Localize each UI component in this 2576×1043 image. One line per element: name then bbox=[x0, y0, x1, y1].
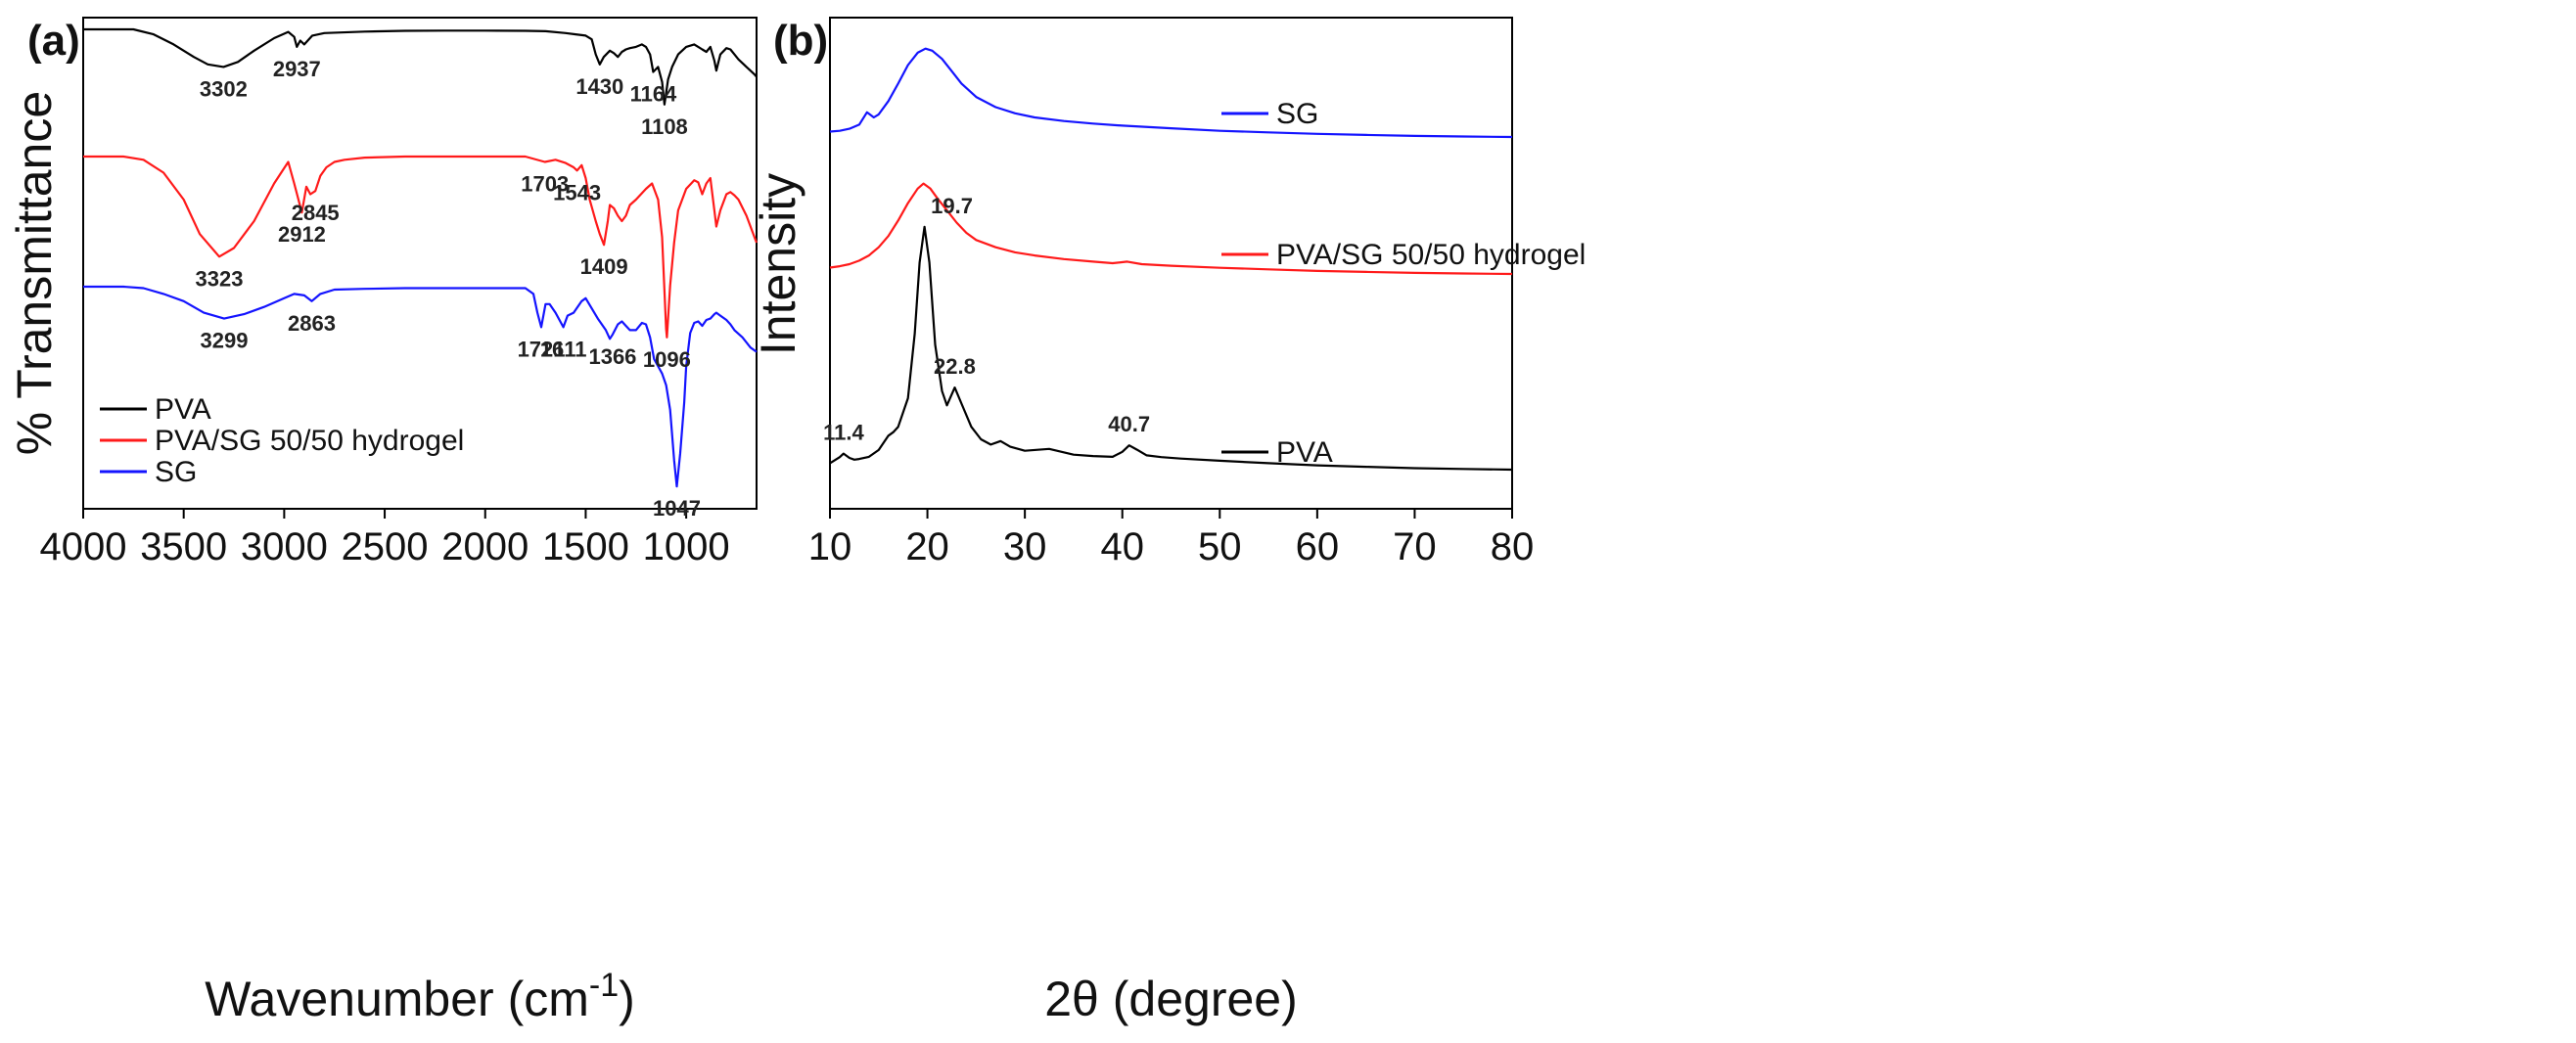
peak-label-a-3302: 3302 bbox=[200, 76, 248, 101]
series-line-b-sg bbox=[829, 47, 1513, 139]
peak-label-a-2912: 2912 bbox=[278, 222, 326, 247]
series-line-b-pva-sg-50-50-hydrogel bbox=[829, 182, 1513, 276]
x-tick-label-b-60: 60 bbox=[1296, 525, 1340, 568]
x-axis-title-a: Wavenumber (cm-1) bbox=[205, 967, 635, 1026]
plot-frame-a bbox=[82, 17, 758, 510]
panel-label-a: (a) bbox=[27, 17, 80, 65]
peak-label-a-3299: 3299 bbox=[200, 329, 248, 353]
peak-label-a-1164: 1164 bbox=[630, 82, 677, 107]
peak-label-a-1409: 1409 bbox=[580, 254, 628, 279]
x-tick-label-b-80: 80 bbox=[1491, 525, 1535, 568]
legend-label-a-pva-sg-50-50-hydrogel: PVA/SG 50/50 hydrogel bbox=[155, 425, 464, 457]
x-tick-label-a-3000: 3000 bbox=[241, 525, 328, 568]
x-tick-label-a-3500: 3500 bbox=[140, 525, 227, 568]
peak-label-a-2845: 2845 bbox=[292, 201, 340, 225]
plot-frame-b bbox=[829, 17, 1513, 510]
series-line-a-sg bbox=[83, 285, 758, 488]
x-tick-label-b-10: 10 bbox=[808, 525, 852, 568]
x-tick-label-a-2500: 2500 bbox=[342, 525, 429, 568]
peak-label-a-1543: 1543 bbox=[553, 180, 601, 204]
peak-label-a-1047: 1047 bbox=[653, 496, 701, 521]
peak-label-b-19.7: 19.7 bbox=[931, 194, 973, 218]
x-tick-label-b-40: 40 bbox=[1100, 525, 1144, 568]
legend-label-a-sg: SG bbox=[155, 456, 197, 488]
x-tick-label-b-20: 20 bbox=[905, 525, 949, 568]
peak-label-a-1108: 1108 bbox=[641, 114, 688, 139]
peak-label-a-3323: 3323 bbox=[196, 266, 244, 291]
peak-label-a-1703: 1703 bbox=[521, 172, 569, 197]
series-line-a-pva-sg-50-50-hydrogel bbox=[83, 155, 759, 339]
x-tick-label-b-30: 30 bbox=[1003, 525, 1047, 568]
legend-label-b-pva: PVA bbox=[1276, 436, 1333, 469]
panel-label-b: (b) bbox=[773, 17, 828, 65]
panel-b-xrd-chart: 10 20 30 40 50 60 70 80 2θ (degree) Intensity (b) 1… bbox=[751, 17, 1586, 1026]
x-tick-label-a-1500: 1500 bbox=[542, 525, 629, 568]
x-tick-label-b-70: 70 bbox=[1393, 525, 1437, 568]
x-tick-label-a-2000: 2000 bbox=[441, 525, 529, 568]
peak-label-a-2863: 2863 bbox=[288, 311, 336, 336]
series-line-a-pva bbox=[83, 27, 758, 106]
legend-label-a-pva: PVA bbox=[155, 393, 211, 426]
peak-label-b-40.7: 40.7 bbox=[1108, 412, 1150, 436]
legend-label-b-pva-sg-50-50-hydrogel: PVA/SG 50/50 hydrogel bbox=[1276, 239, 1586, 271]
legend-label-b-sg: SG bbox=[1276, 98, 1318, 130]
x-tick-label-b-50: 50 bbox=[1198, 525, 1242, 568]
series-line-b-pva bbox=[829, 225, 1513, 472]
x-tick-label-a-1000: 1000 bbox=[643, 525, 730, 568]
y-axis-title-a: % Transmittance bbox=[7, 91, 62, 455]
x-tick-label-a-4000: 4000 bbox=[40, 525, 127, 568]
peak-label-a-2937: 2937 bbox=[273, 57, 321, 81]
y-axis-title-b: Intensity bbox=[751, 173, 805, 355]
peak-label-a-1611: 1611 bbox=[540, 337, 587, 361]
x-axis-title-b: 2θ (degree) bbox=[1044, 972, 1298, 1026]
peak-label-b-22.8: 22.8 bbox=[934, 354, 976, 379]
peak-label-a-1366: 1366 bbox=[588, 344, 636, 369]
peak-label-a-1430: 1430 bbox=[575, 74, 623, 99]
peak-label-a-1096: 1096 bbox=[643, 347, 691, 372]
panel-a-ftir-chart: 4000 3500 3000 2500 2000 1500 1000 Wavenumber (… bbox=[7, 17, 759, 1026]
peak-label-b-11.4: 11.4 bbox=[823, 421, 864, 445]
peak-label-a-1721: 1721 bbox=[518, 337, 566, 361]
